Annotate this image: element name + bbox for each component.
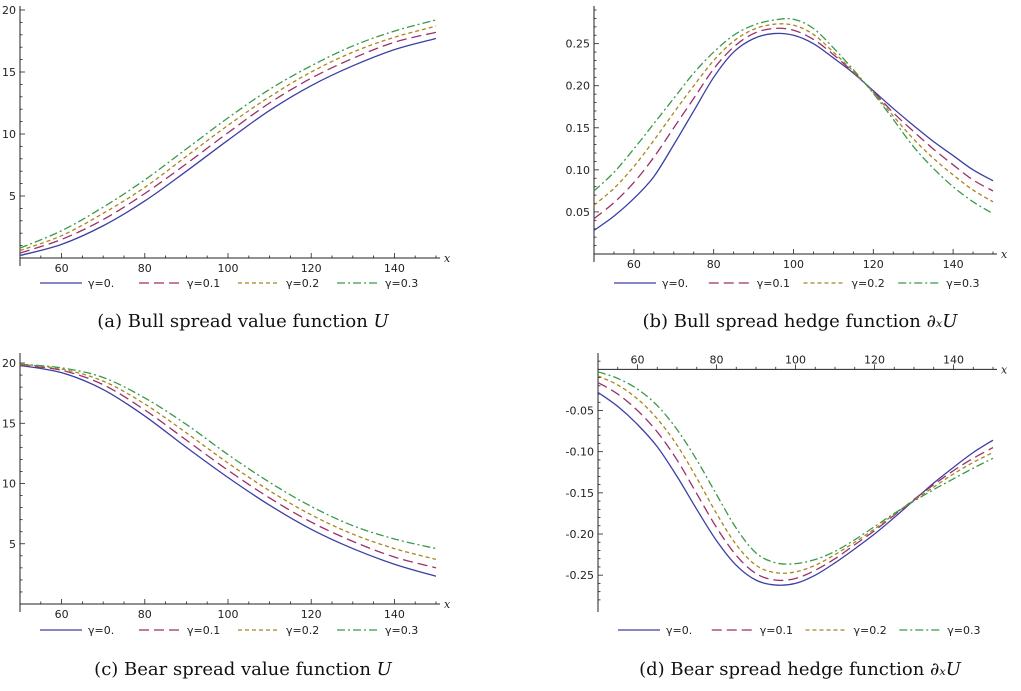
x-tick-label: 140 [384, 262, 405, 275]
series-line-3 [593, 23, 994, 206]
x-tick-label: 120 [301, 608, 322, 621]
y-tick-label: 5 [9, 538, 16, 551]
legend-label-2: γ=0.1 [757, 277, 790, 290]
series-line-1 [593, 32, 994, 231]
series-line-2 [19, 364, 437, 569]
y-tick-label: 0.05 [566, 206, 591, 219]
legend-label-3: γ=0.2 [286, 624, 319, 637]
x-tick-label: 100 [218, 262, 239, 275]
x-tick-label: 100 [218, 608, 239, 621]
caption-math: ∂ₓU [930, 659, 962, 680]
legend-label-3: γ=0.2 [852, 277, 885, 290]
x-tick-label: 140 [943, 353, 964, 366]
y-tick-label: 5 [9, 190, 16, 203]
panel-caption: (c) Bear spread value function U [94, 659, 392, 680]
y-tick-label: -0.05 [566, 405, 594, 418]
legend-label-1: γ=0. [666, 624, 692, 637]
x-axis-label: x [444, 598, 451, 611]
series-line-2 [593, 27, 994, 220]
y-tick-label: 0.10 [566, 164, 591, 177]
panel-caption: (b) Bull spread hedge function ∂ₓU [643, 311, 959, 332]
y-tick-label: -0.15 [566, 487, 594, 500]
y-tick-label: 15 [2, 417, 16, 430]
y-tick-label: 10 [2, 128, 16, 141]
x-tick-label: 80 [710, 353, 724, 366]
series-line-2 [19, 31, 437, 254]
series-line-2 [597, 381, 994, 582]
legend-label-4: γ=0.3 [385, 277, 418, 290]
legend-label-4: γ=0.3 [947, 624, 980, 637]
panel-caption: (d) Bear spread hedge function ∂ₓU [639, 659, 962, 680]
x-tick-label: 60 [55, 262, 69, 275]
y-tick-label: 0.20 [566, 80, 591, 93]
series-line-3 [19, 25, 437, 252]
y-tick-label: 0.25 [566, 38, 591, 51]
x-tick-label: 140 [943, 258, 964, 271]
x-axis-label: x [1001, 248, 1008, 261]
series-line-1 [597, 391, 994, 586]
legend-label-3: γ=0.2 [286, 277, 319, 290]
y-tick-label: 10 [2, 478, 16, 491]
y-tick-label: 0.15 [566, 122, 591, 135]
x-tick-label: 120 [301, 262, 322, 275]
x-tick-label: 120 [864, 353, 885, 366]
x-tick-label: 100 [785, 353, 806, 366]
series-line-4 [19, 19, 437, 249]
series-line-4 [597, 371, 994, 565]
caption-text: (a) Bull spread value function [97, 311, 373, 332]
x-tick-label: 60 [631, 353, 645, 366]
x-tick-label: 80 [138, 608, 152, 621]
x-tick-label: 100 [783, 258, 804, 271]
caption-text: (d) Bear spread hedge function [639, 659, 930, 680]
chart-panel-d: 60 80 100 120 140 x -0.05 -0.10 -0.15 -0.20 -0.25 γ… [566, 353, 1008, 680]
legend-label-1: γ=0. [662, 277, 688, 290]
caption-math: U [377, 659, 393, 680]
legend-label-3: γ=0.2 [854, 624, 887, 637]
series-line-1 [19, 37, 437, 257]
series-line-3 [19, 363, 437, 561]
legend-label-4: γ=0.3 [946, 277, 979, 290]
legend: γ=0. γ=0.1 γ=0.2 γ=0.3 [40, 624, 418, 637]
series-line-4 [593, 17, 994, 215]
caption-math: ∂ₓU [927, 311, 959, 332]
x-tick-label: 80 [138, 262, 152, 275]
chart-panel-a: 60 80 100 120 140 x 5 10 15 20 γ=0. γ=0.1 γ=0.2 γ=0.3… [2, 4, 451, 332]
series-line-4 [19, 363, 437, 550]
legend: γ=0. γ=0.1 γ=0.2 γ=0.3 [618, 624, 980, 637]
legend-label-2: γ=0.1 [187, 624, 220, 637]
legend-label-1: γ=0. [88, 624, 114, 637]
y-tick-label: 20 [2, 4, 16, 17]
x-tick-label: 60 [627, 258, 641, 271]
y-tick-label: -0.20 [566, 528, 594, 541]
legend-label-2: γ=0.1 [187, 277, 220, 290]
x-tick-label: 120 [863, 258, 884, 271]
y-tick-label: 15 [2, 66, 16, 79]
y-tick-label: 20 [2, 357, 16, 370]
y-tick-label: -0.10 [566, 446, 594, 459]
y-tick-label: -0.25 [566, 569, 594, 582]
x-tick-label: 80 [707, 258, 721, 271]
legend-label-1: γ=0. [88, 277, 114, 290]
legend: γ=0. γ=0.1 γ=0.2 γ=0.3 [40, 277, 418, 290]
series-line-3 [597, 375, 994, 574]
legend-label-2: γ=0.1 [760, 624, 793, 637]
x-tick-label: 140 [384, 608, 405, 621]
legend-label-4: γ=0.3 [385, 624, 418, 637]
x-tick-label: 60 [55, 608, 69, 621]
caption-text: (c) Bear spread value function [94, 659, 376, 680]
caption-math: U [374, 311, 390, 332]
chart-panel-c: 60 80 100 120 140 x 5 10 15 20 γ=0. γ=0.1 γ=0.2 γ=0.3… [2, 353, 451, 680]
caption-text: (b) Bull spread hedge function [643, 311, 927, 332]
legend: γ=0. γ=0.1 γ=0.2 γ=0.3 [614, 277, 979, 290]
x-axis-label: x [444, 252, 451, 265]
series-line-1 [19, 364, 437, 577]
panel-caption: (a) Bull spread value function U [97, 311, 389, 332]
x-axis-label: x [1001, 363, 1008, 376]
